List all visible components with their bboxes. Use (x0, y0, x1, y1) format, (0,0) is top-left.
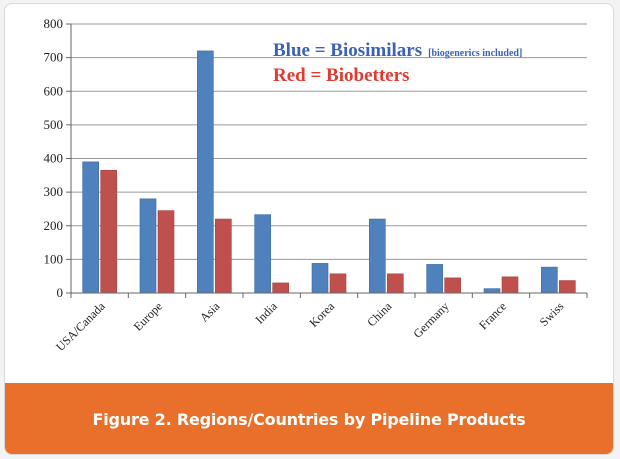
bar-biosimilars-korea (311, 263, 329, 294)
bar-biobetters-europe (157, 210, 175, 294)
bar-biosimilars-swiss (541, 266, 558, 294)
x-category-label: France (476, 299, 509, 332)
bar-biosimilars-usa-canada (82, 161, 99, 294)
bar-biosimilars-germany (426, 264, 443, 294)
x-category-label: Korea (306, 299, 337, 330)
y-tick-label: 0 (57, 285, 64, 300)
y-tick-label: 700 (44, 50, 64, 65)
bar-biosimilars-europe (139, 198, 157, 294)
bar-biosimilars-france (483, 288, 501, 294)
bar-biobetters-germany (444, 277, 461, 294)
y-tick-label: 200 (44, 218, 64, 233)
bar-biosimilars-india (254, 214, 271, 294)
legend-biosimilars-note: [biogenerics included] (428, 48, 522, 59)
x-category-label: Europe (131, 299, 165, 333)
y-tick-label: 400 (44, 151, 64, 166)
bar-chart: 0 100 200 300 400 500 600 700 800 USA/Canada Europ… (44, 16, 588, 354)
x-category-label: India (252, 299, 280, 327)
grid-layer (71, 23, 587, 294)
y-tick-label: 600 (44, 83, 64, 98)
x-category-label: Asia (197, 299, 223, 325)
bar-biobetters-usa-canada (100, 169, 117, 294)
x-category-label: Germany (410, 299, 451, 340)
bar-biobetters-korea (329, 273, 347, 294)
bar-biobetters-china (387, 273, 404, 294)
x-category-label: USA/Canada (53, 299, 108, 354)
x-category-label: Swiss (537, 299, 567, 329)
x-category-label: China (364, 299, 395, 330)
y-tick-label: 100 (44, 251, 64, 266)
bar-biosimilars-asia (197, 50, 214, 294)
bars-layer (82, 50, 576, 294)
y-tick-label: 800 (44, 16, 64, 31)
legend-biosimilars: Blue = Biosimilars [biogenerics included] (273, 40, 522, 61)
bar-biobetters-france (501, 276, 519, 294)
legend-biobetters: Red = Biobetters (273, 65, 409, 86)
figure-frame: 0 100 200 300 400 500 600 700 800 USA/Canada Europ… (4, 3, 614, 455)
caption-bar: Figure 2. Regions/Countries by Pipeline … (5, 383, 613, 454)
bar-biobetters-india (272, 282, 289, 294)
legend: Blue = Biosimilars [biogenerics included]… (273, 40, 522, 86)
y-tick-label: 500 (44, 117, 64, 132)
bar-biobetters-asia (215, 218, 232, 294)
y-tick-label: 300 (44, 184, 64, 199)
bar-biobetters-swiss (559, 280, 576, 294)
bar-biosimilars-china (369, 218, 386, 294)
figure-caption: Figure 2. Regions/Countries by Pipeline … (92, 410, 526, 429)
